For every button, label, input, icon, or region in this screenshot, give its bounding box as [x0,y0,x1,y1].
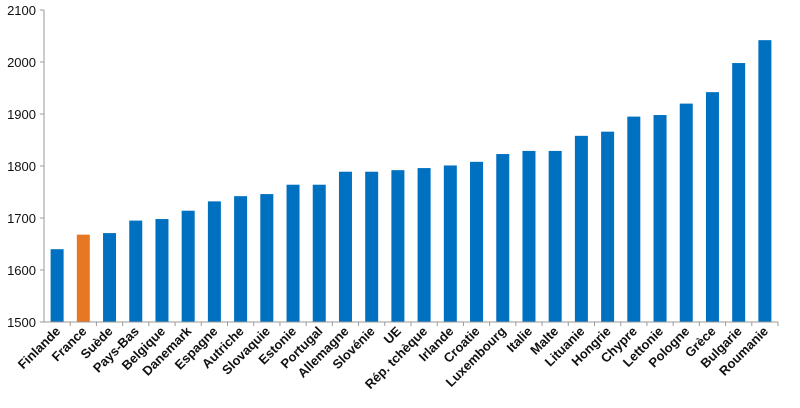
bar-su-de [103,233,117,322]
y-tick-label: 1500 [7,315,36,330]
bar-bulgarie [732,63,746,322]
bar-danemark [181,210,195,322]
bar-irlande [443,165,457,322]
bar-roumanie [758,40,772,322]
bar-autriche [234,196,248,322]
y-tick-label: 2000 [7,55,36,70]
bar-r-p-tch-que [417,168,431,322]
y-tick-label: 2100 [7,3,36,18]
bar-pologne [679,103,693,322]
bar-malte [548,150,562,322]
y-tick-label: 1900 [7,107,36,122]
bar-pays-bas [129,220,143,322]
bar-espagne [207,201,221,322]
bar-allemagne [338,171,352,322]
bar-croatie [470,161,484,322]
bar-estonie [286,184,300,322]
bar-slovaquie [260,194,274,322]
bar-lituanie [574,135,588,322]
bar-lettonie [653,115,667,322]
bar-slov-nie [365,171,379,322]
y-tick-label: 1600 [7,263,36,278]
bar-belgique [155,219,169,322]
x-axis: FinlandeFranceSuèdePays-BasBelgiqueDanem… [15,321,779,392]
y-tick-label: 1700 [7,211,36,226]
bar-france [76,234,90,322]
bars [50,40,772,322]
bar-hongrie [601,131,615,322]
bar-gr-ce [705,92,719,322]
bar-chypre [627,116,641,322]
y-axis: 1500 1600 1700 1800 1900 2000 2100 [7,3,45,330]
bar-luxembourg [496,154,510,322]
bar-italie [522,150,536,322]
y-tick-label: 1800 [7,159,36,174]
bar-ue [391,170,405,322]
bar-finlande [50,249,64,322]
bar-portugal [312,184,326,322]
